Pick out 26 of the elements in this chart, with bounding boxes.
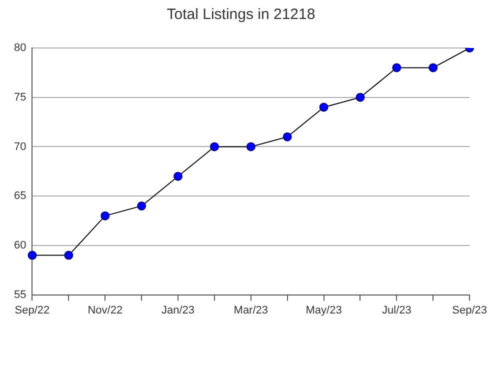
y-tick-label: 80 xyxy=(14,42,26,54)
y-tick-label: 60 xyxy=(14,239,26,252)
y-tick-label: 70 xyxy=(14,140,26,153)
point xyxy=(428,63,438,72)
chart-title: Total Listings in 21218 xyxy=(166,6,316,24)
x-tick-label: Sep/22 xyxy=(14,304,50,316)
point xyxy=(64,250,74,260)
y-tick-label: 55 xyxy=(14,288,26,301)
point xyxy=(246,142,256,152)
y-tick-label: 75 xyxy=(14,91,26,104)
point xyxy=(392,63,402,72)
point xyxy=(137,201,146,210)
point xyxy=(356,92,365,102)
point xyxy=(319,102,328,112)
point xyxy=(28,250,37,260)
x-tick-label: Nov/22 xyxy=(88,304,123,316)
point xyxy=(282,132,292,142)
point xyxy=(174,172,183,181)
x-tick-label: Jan/23 xyxy=(161,304,195,316)
y-tick-label: 65 xyxy=(14,190,26,202)
point xyxy=(100,211,110,220)
x-tick-label: Mar/23 xyxy=(234,304,268,316)
point xyxy=(210,142,219,152)
x-tick-label: May/23 xyxy=(306,304,342,316)
x-tick-label: Jul/23 xyxy=(382,304,412,316)
x-tick-label: Sep/23 xyxy=(452,304,488,316)
